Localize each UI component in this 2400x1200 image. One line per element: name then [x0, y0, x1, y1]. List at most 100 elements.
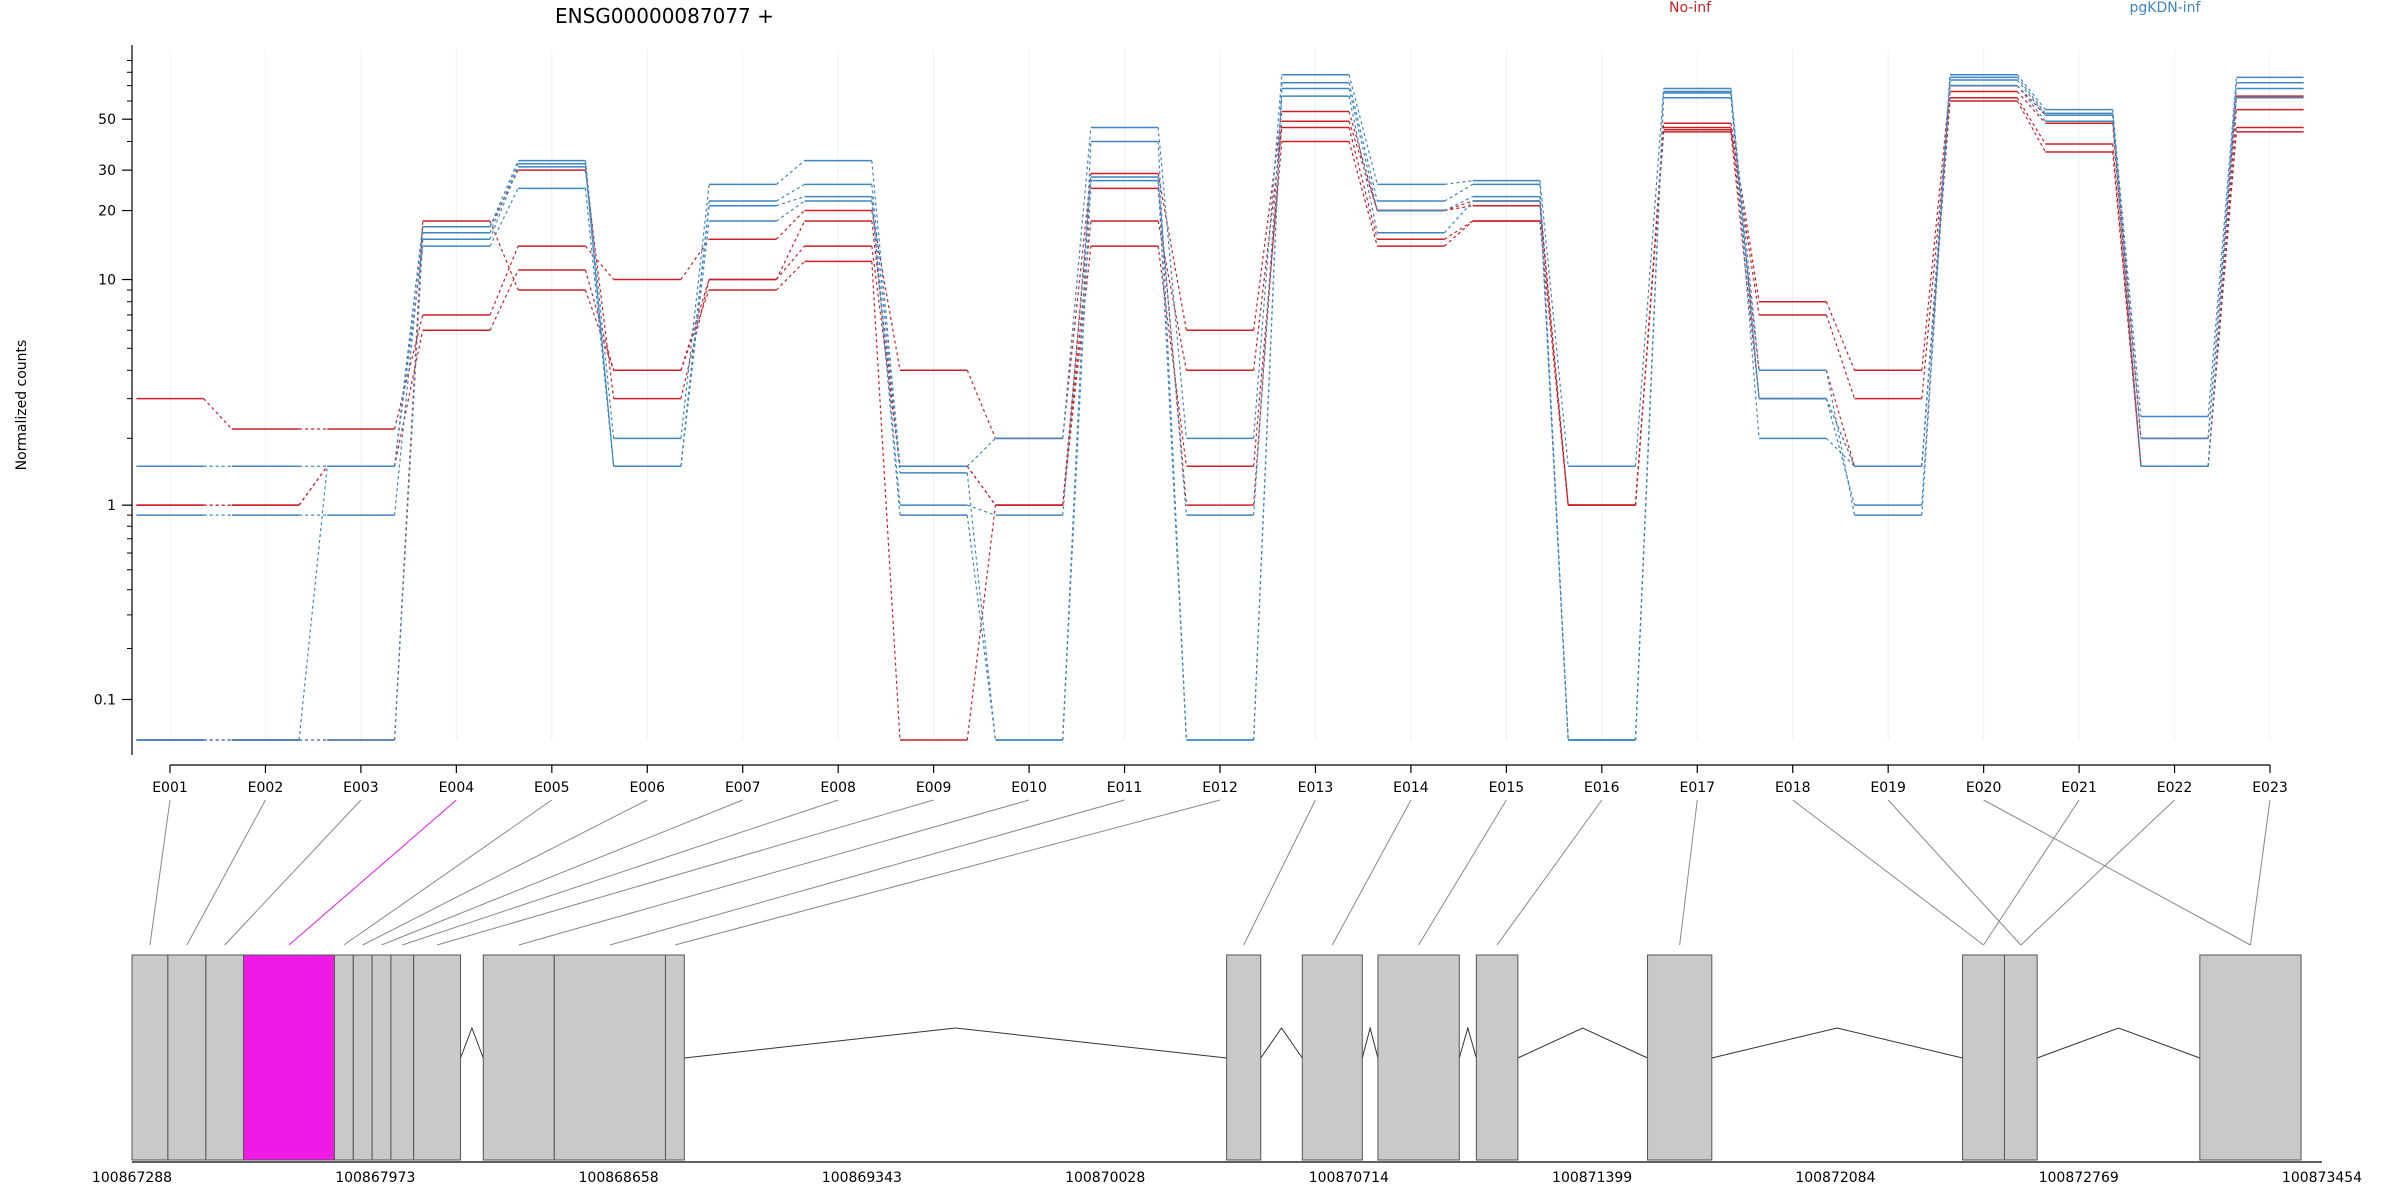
x-tick-label: E007: [725, 780, 761, 796]
series-connector: [1348, 141, 1378, 247]
series-pgkdn-inf-4: [136, 74, 2304, 506]
exon-block-e011: [553, 954, 666, 1161]
y-tick-label: 30: [98, 163, 116, 179]
intron-line: [1361, 1026, 1379, 1059]
x-tick-label: E005: [534, 780, 570, 796]
series-connector: [871, 261, 901, 741]
series-connector: [1348, 82, 1378, 202]
intron-line: [1711, 1027, 1963, 1059]
series-connector: [2112, 113, 2142, 439]
exon-block-e012: [664, 954, 685, 1161]
series-connector: [1348, 95, 1378, 233]
x-tick-label: E021: [2061, 780, 2097, 796]
series-connector: [2112, 121, 2142, 467]
series-connector: [203, 398, 233, 430]
series-connector: [1348, 127, 1378, 240]
exon-connector: [343, 799, 553, 946]
x-tick-label: E009: [916, 780, 952, 796]
series-connector: [775, 160, 805, 185]
series-connector: [2016, 77, 2046, 114]
series-connector: [775, 210, 805, 240]
series-connector: [966, 370, 997, 439]
series-connector: [1348, 121, 1378, 211]
series-connector: [1253, 74, 1283, 439]
x-tick-label: E001: [152, 780, 188, 796]
exon-connector: [362, 799, 648, 946]
series-connector: [2207, 109, 2237, 467]
exon-block-e020: [2199, 954, 2302, 1161]
series-connector: [489, 269, 519, 331]
x-tick-label: E002: [248, 780, 284, 796]
intron-line: [460, 1026, 484, 1059]
series-connector: [1157, 180, 1187, 516]
series-connector: [1539, 205, 1569, 506]
series-connector: [489, 220, 519, 291]
gene-axis-label: 100873454: [2282, 1170, 2362, 1186]
intron-line: [1260, 1027, 1303, 1059]
exon-connector: [1887, 799, 2022, 946]
exon-block-e009: [413, 954, 462, 1161]
series-connector: [1348, 74, 1378, 185]
exon-block-e001: [131, 954, 169, 1161]
legend-no-inf: No-inf: [1669, 0, 1712, 16]
x-tick-label: E018: [1775, 780, 1811, 796]
series-connector: [1921, 97, 1951, 399]
series-connector: [489, 166, 519, 240]
series-connector: [1634, 127, 1665, 506]
exon-block-e015: [1377, 954, 1460, 1161]
series-connector: [1444, 200, 1474, 234]
exon-block-e007: [371, 954, 392, 1161]
series-connector: [871, 245, 901, 467]
exon-connector: [2020, 799, 2175, 946]
series-connector: [871, 196, 901, 506]
gene-axis-label: 100870028: [1065, 1170, 1145, 1186]
series-connector: [2016, 91, 2046, 124]
series-connector: [776, 196, 805, 207]
legend-pgkdn-inf: pgKDN-inf: [2130, 0, 2202, 16]
series-connector: [680, 184, 710, 439]
series-connector: [1348, 111, 1378, 211]
exon-connector: [1679, 799, 1698, 946]
series-connector: [1825, 370, 1856, 516]
intron-line: [1458, 1026, 1477, 1059]
exon-block-e006: [352, 954, 373, 1161]
y-tick-label: 20: [98, 204, 116, 220]
series-connector: [775, 245, 806, 280]
exon-connector: [1983, 799, 2080, 946]
y-axis-label: Normalized counts: [14, 340, 30, 471]
series-connector: [1062, 176, 1092, 516]
exon-block-e004: [243, 954, 335, 1161]
x-tick-label: E008: [820, 780, 856, 796]
series-connector: [298, 465, 328, 506]
series-connector: [1730, 91, 1760, 439]
exon-connector: [1983, 799, 2251, 946]
series-connector: [1444, 220, 1474, 247]
series-connector: [1825, 437, 1855, 467]
exon-block-e019: [2003, 954, 2038, 1161]
gene-axis-label: 100867973: [335, 1170, 415, 1186]
series-connector: [1253, 121, 1283, 506]
x-tick-label: E019: [1870, 780, 1906, 796]
series-connector: [966, 505, 997, 741]
exon-connector: [1331, 799, 1412, 946]
series-connector: [871, 201, 901, 516]
gene-axis-label: 100872769: [2039, 1170, 2119, 1186]
x-tick-label: E010: [1011, 780, 1047, 796]
exon-block-e016: [1475, 954, 1519, 1161]
series-connector: [1730, 129, 1760, 316]
exon-connector: [609, 799, 1125, 946]
series-connector: [775, 260, 805, 291]
series-connector: [1825, 301, 1856, 371]
series-connector: [1444, 205, 1473, 212]
series-connector: [680, 279, 710, 371]
x-tick-label: E015: [1489, 780, 1525, 796]
series-connector: [393, 245, 424, 467]
x-tick-label: E011: [1107, 780, 1143, 796]
series-connector: [966, 515, 997, 741]
series-connector: [680, 238, 710, 280]
y-tick-label: 1: [107, 498, 116, 514]
series-connector: [1157, 176, 1187, 741]
exon-connector: [1243, 799, 1316, 946]
x-tick-label: E003: [343, 780, 379, 796]
